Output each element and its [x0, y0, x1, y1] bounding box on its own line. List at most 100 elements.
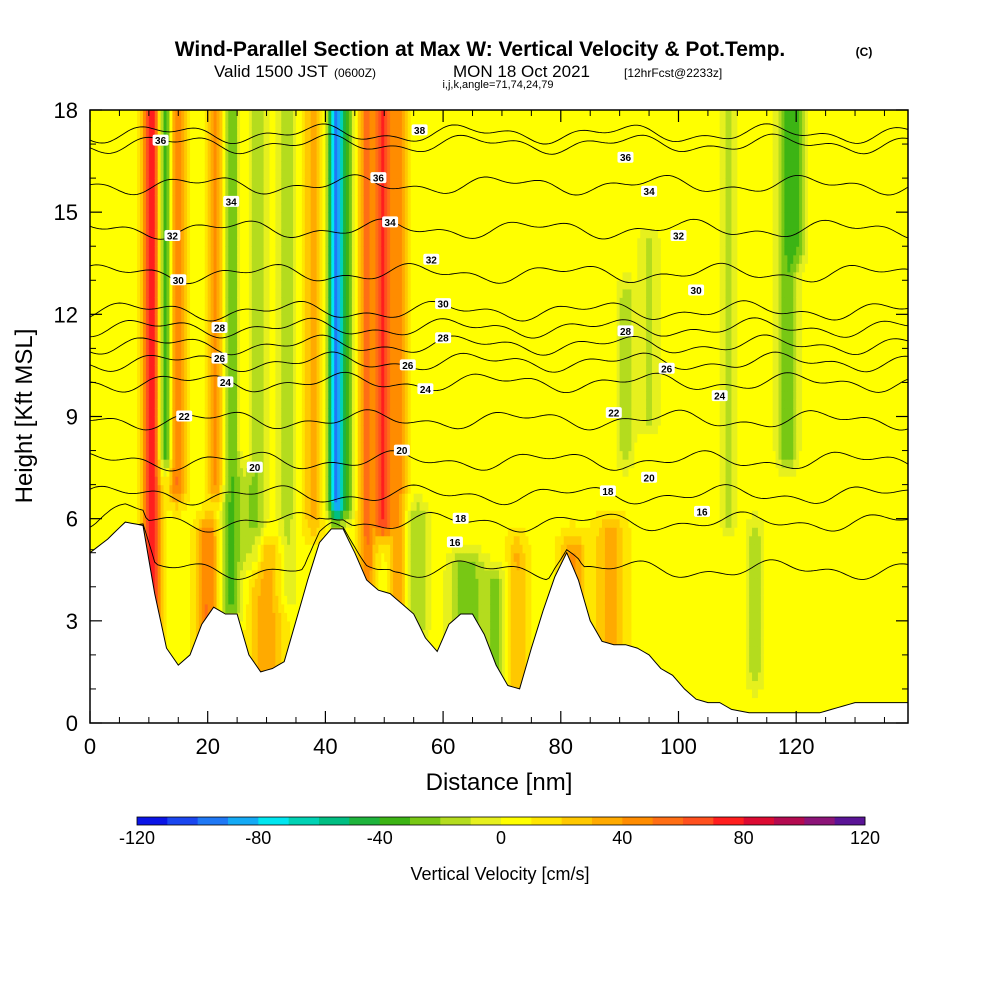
- field-cell: [219, 459, 224, 469]
- field-cell: [222, 305, 226, 315]
- field-cell: [148, 195, 153, 205]
- field-cell: [169, 263, 173, 273]
- field-cell: [92, 382, 97, 392]
- field-cell: [225, 561, 229, 571]
- field-cell: [201, 399, 206, 409]
- field-cell: [92, 373, 97, 384]
- field-cell: [275, 399, 279, 409]
- field-cell: [225, 246, 229, 256]
- field-cell: [98, 212, 103, 222]
- field-cell: [210, 135, 215, 145]
- field-cell: [131, 288, 135, 298]
- field-cell: [245, 399, 250, 409]
- field-cell: [272, 144, 276, 154]
- field-cell: [213, 586, 218, 596]
- field-cell: [107, 476, 112, 486]
- field-cell: [154, 484, 159, 494]
- field-cell: [266, 569, 271, 579]
- field-cell: [157, 603, 162, 613]
- field-cell: [213, 595, 218, 605]
- field-cell: [134, 161, 138, 171]
- field-cell: [269, 118, 274, 128]
- field-cell: [266, 561, 271, 571]
- field-cell: [272, 229, 276, 239]
- field-cell: [187, 586, 191, 596]
- field-cell: [110, 161, 115, 171]
- field-cell: [272, 586, 276, 596]
- field-cell: [172, 544, 176, 554]
- field-cell: [148, 527, 153, 537]
- field-cell: [157, 399, 162, 409]
- field-cell: [198, 110, 203, 120]
- field-cell: [95, 425, 100, 435]
- field-cell: [243, 544, 247, 554]
- field-cell: [98, 442, 103, 452]
- field-cell: [104, 510, 109, 520]
- field-cell: [113, 220, 118, 230]
- field-cell: [213, 459, 218, 469]
- field-cell: [145, 135, 150, 145]
- field-cell: [178, 467, 182, 477]
- field-cell: [145, 433, 150, 443]
- field-cell: [207, 195, 212, 205]
- field-cell: [175, 561, 179, 571]
- field-cell: [231, 450, 235, 460]
- field-cell: [248, 331, 253, 341]
- field-cell: [128, 348, 132, 358]
- field-cell: [154, 246, 159, 256]
- field-cell: [192, 467, 197, 477]
- field-cell: [254, 510, 259, 520]
- field-cell: [210, 459, 215, 469]
- field-cell: [243, 390, 247, 401]
- field-cell: [269, 425, 274, 435]
- field-cell: [248, 578, 253, 588]
- field-cell: [204, 186, 209, 196]
- field-cell: [198, 476, 203, 486]
- field-cell: [266, 212, 271, 222]
- field-cell: [240, 425, 244, 435]
- field-cell: [172, 416, 176, 426]
- field-cell: [119, 169, 123, 179]
- field-cell: [231, 144, 235, 154]
- field-cell: [272, 152, 276, 162]
- field-cell: [160, 578, 165, 588]
- field-cell: [187, 390, 191, 401]
- field-cell: [172, 637, 176, 647]
- field-cell: [245, 169, 250, 179]
- field-cell: [98, 110, 103, 120]
- field-cell: [181, 161, 185, 171]
- field-cell: [248, 212, 253, 222]
- field-cell: [163, 629, 168, 639]
- field-cell: [172, 433, 176, 443]
- field-cell: [234, 339, 238, 349]
- field-cell: [181, 339, 185, 349]
- field-cell: [119, 425, 123, 435]
- field-cell: [157, 271, 162, 281]
- field-cell: [110, 501, 115, 511]
- field-cell: [198, 237, 203, 247]
- field-cell: [116, 467, 121, 477]
- field-cell: [248, 373, 253, 384]
- field-cell: [210, 297, 215, 307]
- field-cell: [240, 612, 244, 622]
- field-cell: [169, 425, 173, 435]
- field-cell: [260, 484, 265, 494]
- field-cell: [157, 459, 162, 469]
- field-cell: [101, 288, 106, 298]
- field-cell: [260, 501, 265, 511]
- field-cell: [178, 263, 182, 273]
- field-cell: [225, 144, 229, 154]
- field-cell: [213, 561, 218, 571]
- field-cell: [278, 305, 282, 315]
- field-cell: [219, 433, 224, 443]
- field-cell: [145, 339, 150, 349]
- field-cell: [101, 339, 106, 349]
- field-cell: [101, 127, 106, 137]
- field-cell: [278, 578, 282, 588]
- field-cell: [90, 356, 94, 367]
- field-cell: [272, 271, 276, 281]
- field-cell: [225, 416, 229, 426]
- field-cell: [254, 527, 259, 537]
- field-cell: [137, 518, 141, 528]
- field-cell: [204, 237, 209, 247]
